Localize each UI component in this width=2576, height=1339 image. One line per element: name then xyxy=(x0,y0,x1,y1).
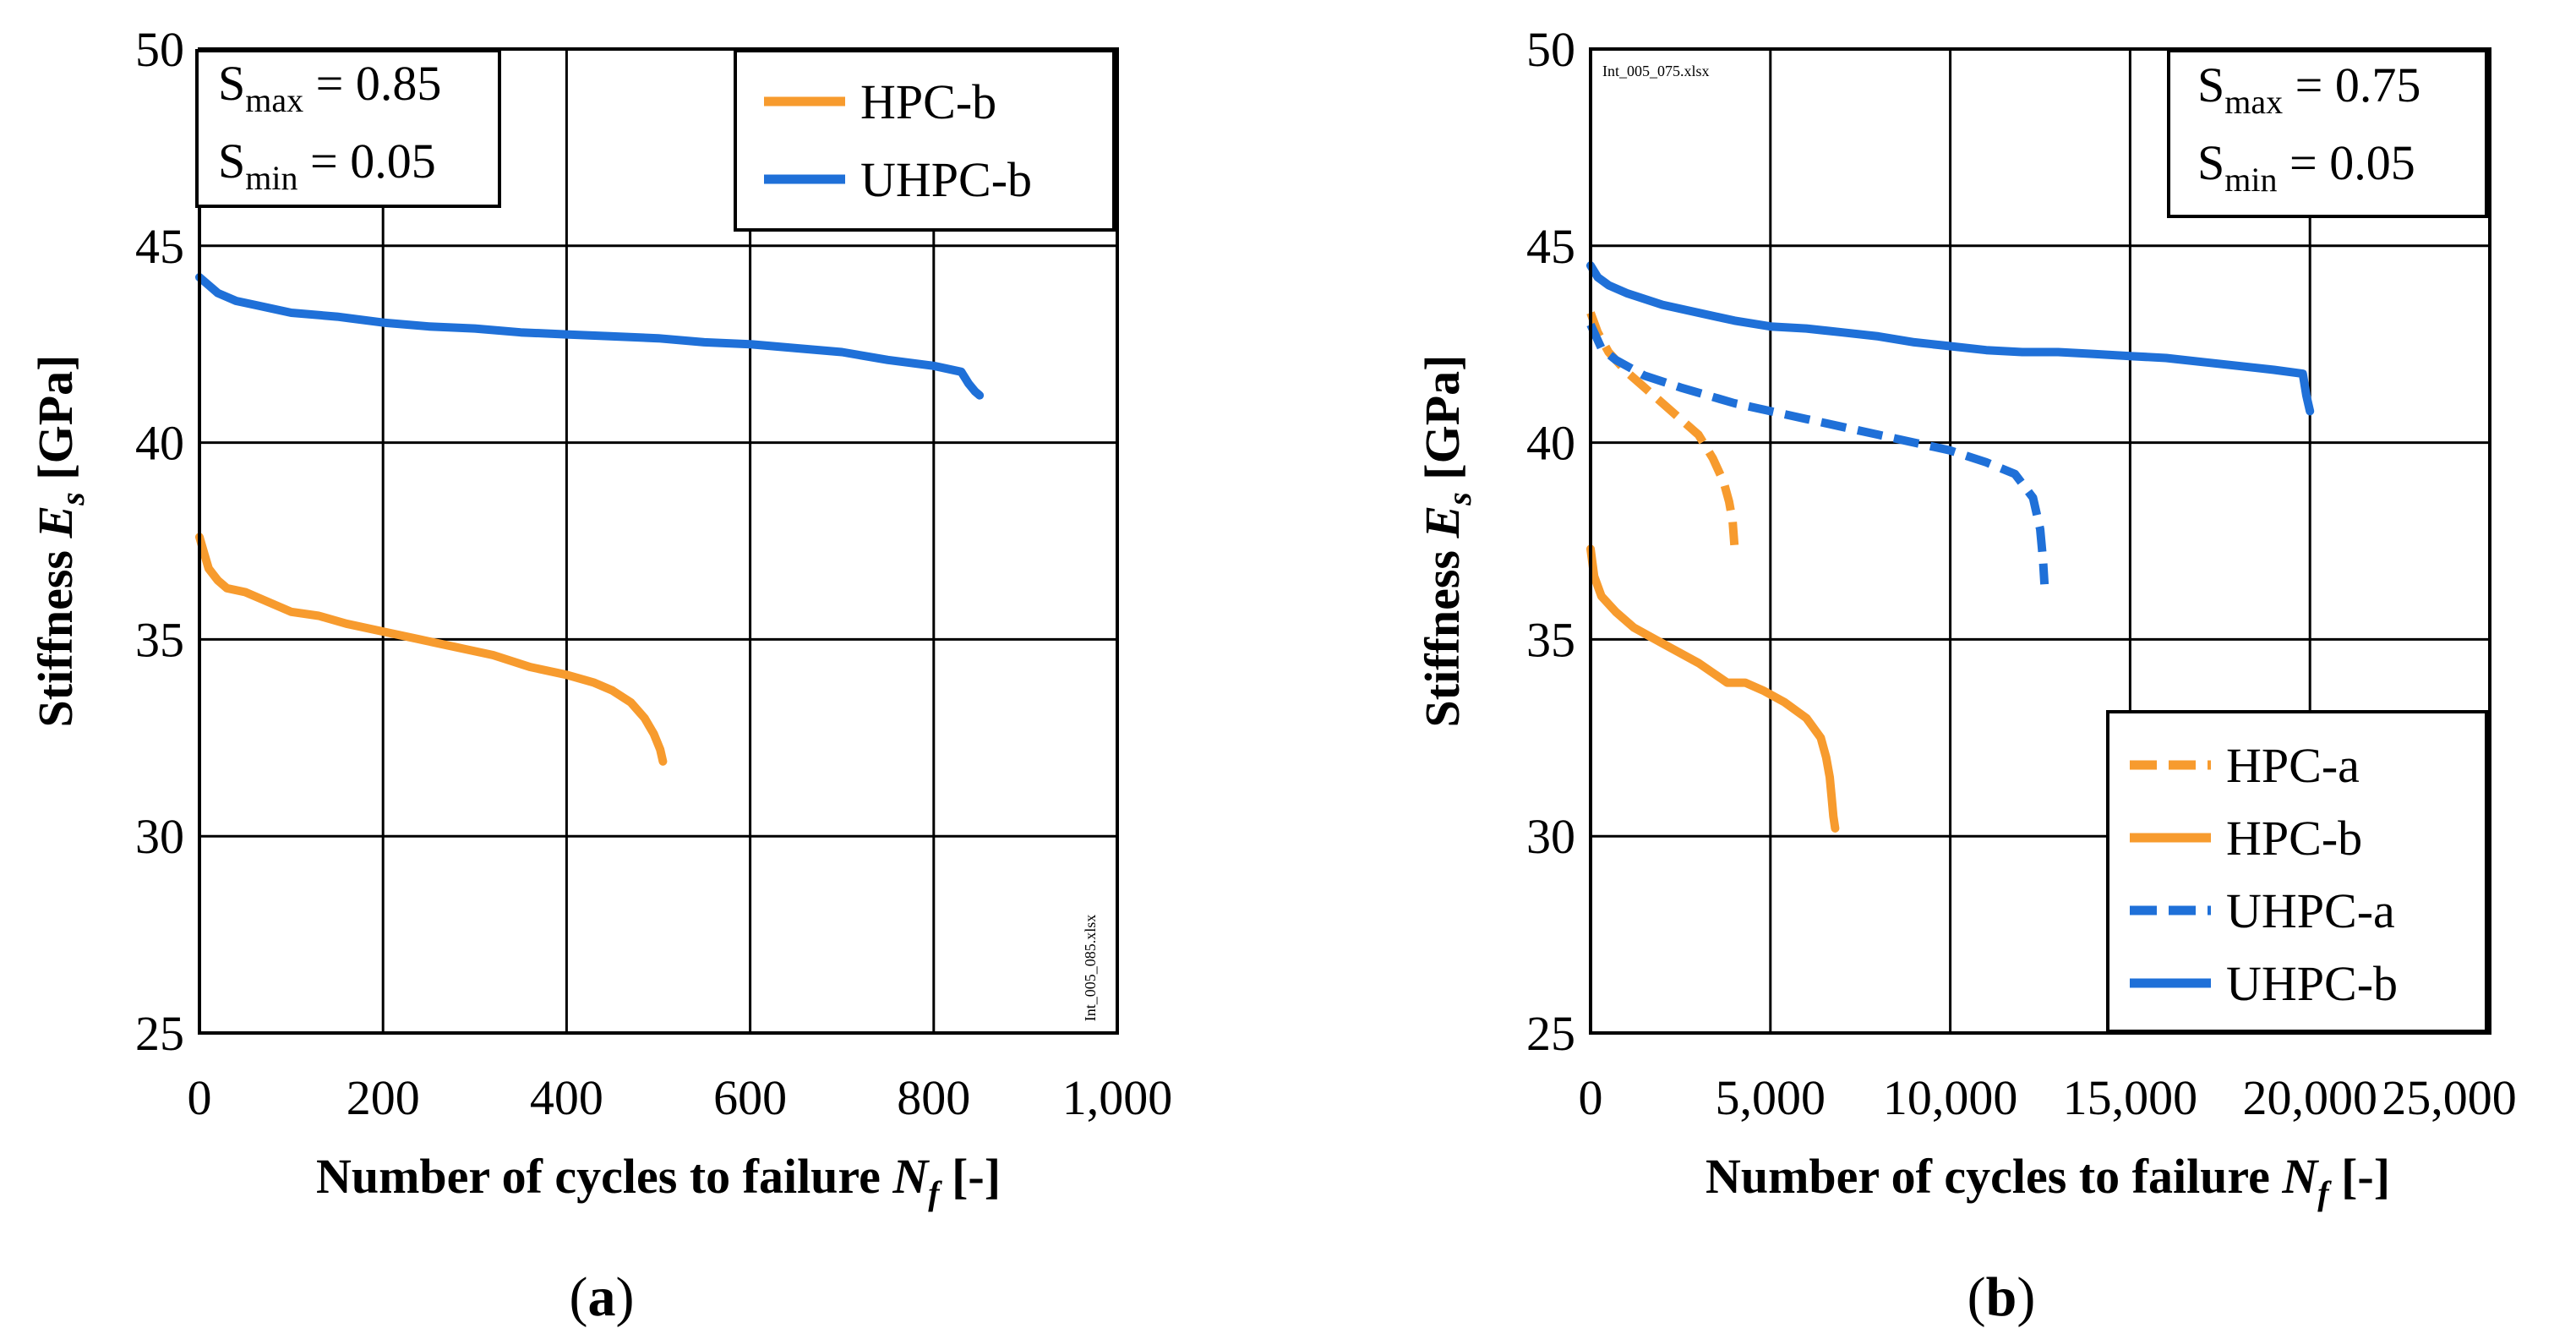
y-tick-label-b-5: 50 xyxy=(1526,22,1575,77)
y-tick-label-a-3: 40 xyxy=(135,416,184,471)
x-tick-label-a-1: 200 xyxy=(347,1070,420,1125)
series-line-uhpc-b-b xyxy=(1586,261,2315,416)
x-tick-label-b-4: 20,000 xyxy=(2242,1070,2377,1125)
series-line-hpc-a-b xyxy=(1586,311,1739,546)
x-tick-label-b-1: 5,000 xyxy=(1716,1070,1826,1125)
chart-panel-b: 25 30 35 40 45 50 0 5,000 10,000 15,000 20,000 25,… xyxy=(1415,22,2517,1328)
y-tick-label-b-4: 45 xyxy=(1526,219,1575,274)
legend-label-hpc-b-b: HPC-b xyxy=(2226,811,2362,866)
plot-area-frame-b xyxy=(1589,47,2491,1035)
caption-a: (a) xyxy=(570,1266,635,1328)
stress-box-a: Smax = 0.85 Smin = 0.05 xyxy=(195,49,501,208)
legend-label-uhpc-a-b: UHPC-a xyxy=(2226,883,2395,938)
series-layer-b xyxy=(1586,261,2315,833)
y-tick-label-a-5: 50 xyxy=(135,22,184,77)
y-axis-title-b: Stiffness Es [GPa] xyxy=(1415,355,1478,728)
x-axis-title-a: Number of cycles to failure Nf [-] xyxy=(316,1149,1001,1212)
legend-label-uhpc-b-a: UHPC-b xyxy=(860,152,1032,207)
caption-b: (b) xyxy=(1967,1266,2036,1328)
x-tick-label-b-0: 0 xyxy=(1579,1070,1603,1125)
series-line-uhpc-a-b xyxy=(1586,322,2049,585)
svg-text:Smax = 0.75: Smax = 0.75 xyxy=(2197,57,2420,121)
x-tick-labels-a: 0 200 400 600 800 1,000 xyxy=(188,1070,1173,1125)
x-tick-label-b-3: 15,000 xyxy=(2063,1070,2198,1125)
legend-label-uhpc-b-b: UHPC-b xyxy=(2226,956,2398,1011)
x-tick-label-a-3: 600 xyxy=(713,1070,787,1125)
x-axis-title-b: Number of cycles to failure Nf [-] xyxy=(1706,1149,2390,1212)
chart-panel-a: 25 30 35 40 45 50 0 200 400 600 800 1,000 Stiffnes… xyxy=(28,22,1172,1328)
x-tick-label-a-2: 400 xyxy=(530,1070,603,1125)
series-line-hpc-b-a xyxy=(195,533,668,766)
y-tick-label-a-2: 35 xyxy=(135,612,184,667)
legend-label-hpc-a-b: HPC-a xyxy=(2226,738,2360,793)
svg-text:Smin = 0.05: Smin = 0.05 xyxy=(218,134,436,197)
y-tick-labels-a: 25 30 35 40 45 50 xyxy=(135,22,184,1061)
grid-lines-a xyxy=(198,47,1119,1035)
y-tick-label-b-3: 40 xyxy=(1526,416,1575,471)
y-axis-title-a: Stiffness Es [GPa] xyxy=(28,355,91,728)
y-tick-label-a-4: 45 xyxy=(135,219,184,274)
legend-b: HPC-a HPC-b UHPC-a UHPC-b xyxy=(2106,710,2488,1033)
y-tick-label-b-0: 25 xyxy=(1526,1006,1575,1061)
svg-text:Smax = 0.85: Smax = 0.85 xyxy=(218,56,441,119)
legend-label-hpc-b-a: HPC-b xyxy=(860,74,996,129)
x-tick-label-b-2: 10,000 xyxy=(1883,1070,2018,1125)
legend-a: HPC-b UHPC-b xyxy=(734,49,1116,232)
svg-text:Smin = 0.05: Smin = 0.05 xyxy=(2197,135,2415,199)
x-tick-label-a-4: 800 xyxy=(897,1070,970,1125)
plot-area-frame-a xyxy=(198,47,1119,1035)
filename-label-b: Int_005_075.xlsx xyxy=(1602,63,1710,79)
x-tick-label-a-5: 1,000 xyxy=(1062,1070,1173,1125)
x-tick-labels-b: 0 5,000 10,000 15,000 20,000 25,000 xyxy=(1579,1070,2517,1125)
y-tick-label-b-2: 35 xyxy=(1526,612,1575,667)
y-tick-label-a-1: 30 xyxy=(135,809,184,864)
y-tick-label-a-0: 25 xyxy=(135,1006,184,1061)
x-tick-label-a-0: 0 xyxy=(188,1070,212,1125)
x-tick-label-b-5: 25,000 xyxy=(2382,1070,2517,1125)
series-layer-a xyxy=(195,273,985,766)
y-tick-label-b-1: 30 xyxy=(1526,809,1575,864)
series-line-hpc-b-b xyxy=(1586,544,1840,833)
filename-label-a: Int_005_085.xlsx xyxy=(1082,915,1099,1022)
y-tick-labels-b: 25 30 35 40 45 50 xyxy=(1526,22,1575,1061)
stress-box-b: Smax = 0.75 Smin = 0.05 xyxy=(2167,49,2488,218)
series-line-uhpc-b-a xyxy=(195,273,985,400)
